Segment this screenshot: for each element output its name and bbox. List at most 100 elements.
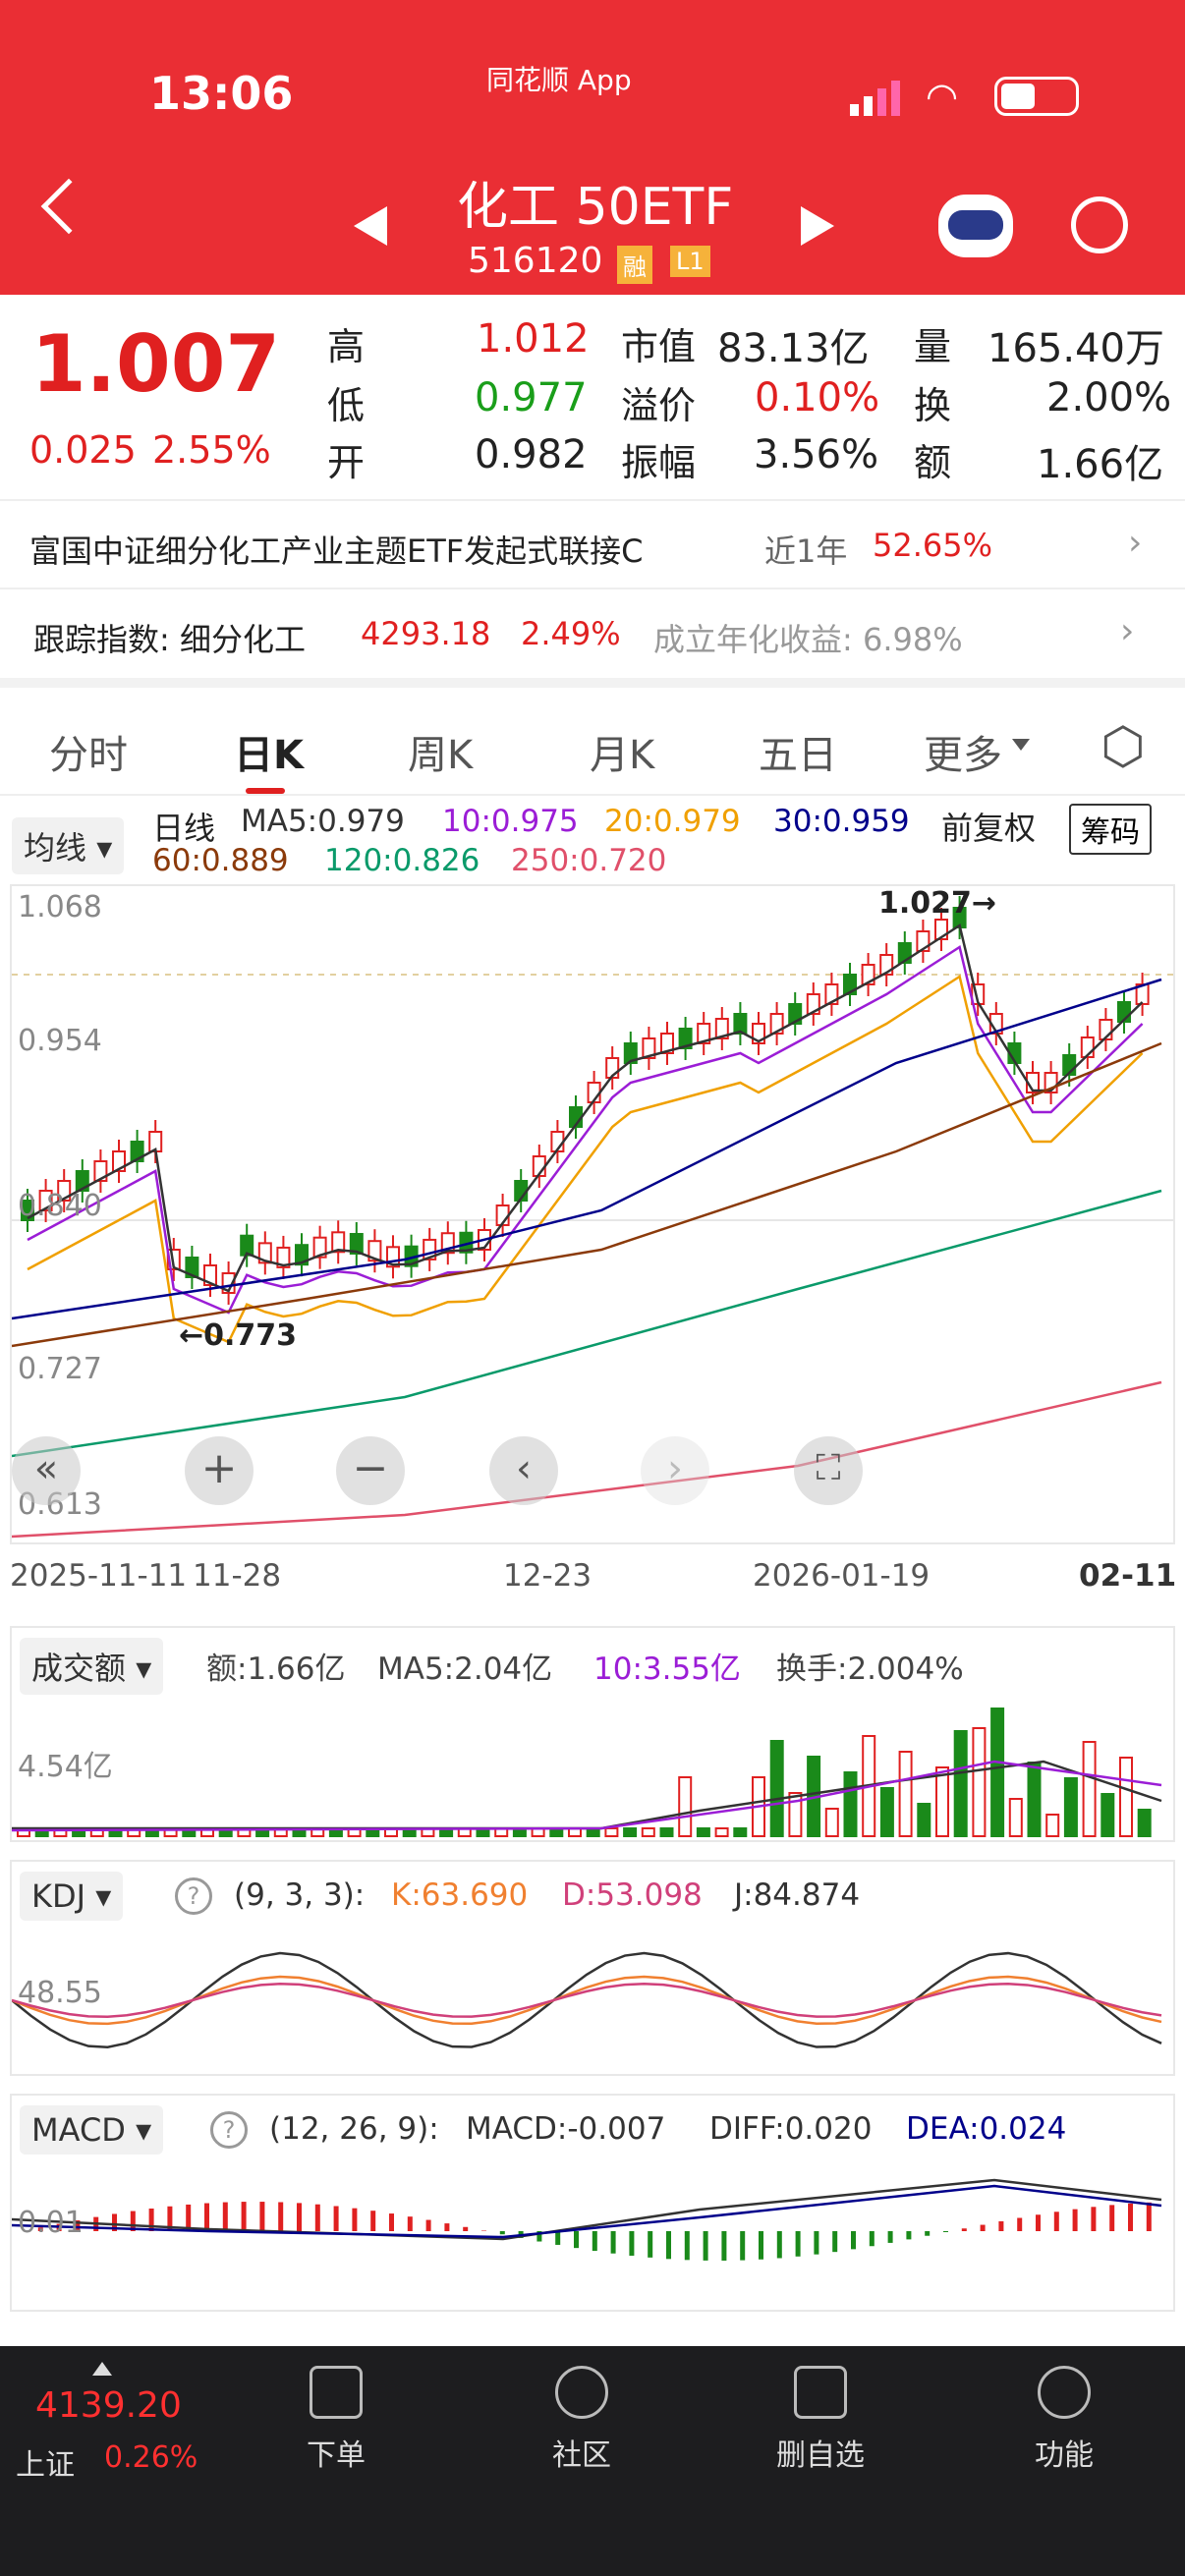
macd-diff: DIFF:0.020 bbox=[709, 2111, 873, 2147]
chip-button[interactable]: 筹码 bbox=[1069, 804, 1152, 855]
kdj-k-line bbox=[12, 1975, 1162, 2026]
volume-chart bbox=[12, 1708, 1162, 1837]
volume-bar bbox=[623, 1827, 638, 1837]
header-bar: 13:06 同花顺 App ◠ 化工 50ETF 516120 融 L1 bbox=[0, 0, 1185, 295]
fullscreen-icon[interactable]: ⛶ bbox=[794, 1436, 863, 1505]
nav-functions-label: 功能 bbox=[1035, 2438, 1094, 2473]
minus-box-icon bbox=[794, 2366, 847, 2419]
x-tick-5: 02-11 bbox=[1079, 1558, 1177, 1594]
tab-monthly[interactable]: 月K bbox=[590, 733, 655, 778]
nav-order[interactable]: 下单 bbox=[257, 2366, 415, 2474]
kline-chart-panel[interactable]: 1.068 0.954 0.840 0.727 0.613 1.027→ ←0.… bbox=[10, 884, 1175, 1544]
x-axis: 2025-11-11 11-28 12-23 2026-01-19 02-11 bbox=[0, 1544, 1185, 1603]
macd-bar bbox=[75, 2220, 81, 2231]
ma60-value: 60:0.889 bbox=[152, 843, 289, 878]
volume-panel[interactable]: 成交额 ▾ 额:1.66亿 MA5:2.04亿 10:3.55亿 换手:2.00… bbox=[10, 1626, 1175, 1842]
settings-hexagon-icon[interactable]: ⬡ bbox=[1100, 717, 1146, 776]
track-label: 跟踪指数: 细分化工 bbox=[33, 621, 306, 658]
nav-functions[interactable]: 功能 bbox=[986, 2366, 1143, 2474]
macd-bar bbox=[444, 2223, 450, 2231]
kdj-selector[interactable]: KDJ ▾ bbox=[20, 1872, 124, 1921]
kdj-j-line bbox=[12, 1951, 1162, 2049]
x-tick-1: 2025-11-11 bbox=[10, 1558, 188, 1594]
search-icon[interactable] bbox=[1071, 196, 1128, 253]
volume-ma5: MA5:2.04亿 bbox=[377, 1652, 553, 1687]
tab-daily[interactable]: 日K bbox=[234, 733, 304, 778]
ma10-value: 10:0.975 bbox=[442, 804, 579, 839]
tab-five-day[interactable]: 五日 bbox=[759, 733, 837, 778]
tab-more[interactable]: 更多 bbox=[924, 733, 1002, 778]
fund-period: 近1年 bbox=[764, 532, 848, 570]
macd-panel[interactable]: MACD ▾ ? (12, 26, 9): MACD:-0.007 DIFF:0… bbox=[10, 2094, 1175, 2312]
macd-bar bbox=[629, 2231, 635, 2256]
vol-value: 165.40万 bbox=[988, 326, 1164, 371]
macd-dea: DEA:0.024 bbox=[906, 2111, 1067, 2147]
macd-bar bbox=[333, 2206, 339, 2231]
tab-intraday[interactable]: 分时 bbox=[49, 733, 128, 778]
amount-value: 1.66亿 bbox=[1037, 442, 1164, 487]
volume-selector-label: 成交额 bbox=[31, 1650, 127, 1687]
candle bbox=[185, 1257, 199, 1278]
ma120-line bbox=[12, 1189, 1162, 1458]
volume-bar bbox=[1008, 1798, 1023, 1837]
price-change: 0.025 bbox=[29, 428, 137, 472]
macd-bar bbox=[684, 2231, 690, 2261]
volume-bar bbox=[1045, 1814, 1060, 1837]
ma5-value: MA5:0.979 bbox=[241, 804, 405, 839]
macd-bar bbox=[241, 2202, 247, 2231]
volume-bar bbox=[641, 1827, 655, 1837]
macd-bar bbox=[186, 2204, 192, 2231]
candle bbox=[714, 1018, 729, 1039]
volume-bar bbox=[843, 1771, 858, 1837]
ma60-line bbox=[12, 1041, 1162, 1348]
candle bbox=[221, 1272, 236, 1294]
nav-community[interactable]: 社区 bbox=[503, 2366, 660, 2474]
index-value[interactable]: 4139.20 bbox=[35, 2385, 182, 2426]
kdj-chart bbox=[12, 1951, 1162, 2049]
next-stock-icon[interactable] bbox=[801, 206, 834, 246]
back-icon[interactable] bbox=[40, 178, 97, 235]
scroll-right-icon[interactable]: › bbox=[641, 1436, 709, 1505]
adjust-mode[interactable]: 前复权 bbox=[941, 810, 1037, 847]
ma20-line bbox=[27, 974, 1144, 1344]
prev-stock-icon[interactable] bbox=[354, 206, 387, 246]
mktcap-value: 83.13亿 bbox=[717, 326, 870, 371]
volume-ma10: 10:3.55亿 bbox=[593, 1652, 741, 1687]
macd-bar bbox=[961, 2228, 967, 2231]
price-panel: 1.007 0.025 2.55% 高 1.012 市值 83.13亿 量 16… bbox=[0, 295, 1185, 501]
page-title: 化工 50ETF bbox=[457, 178, 734, 237]
kdj-j: J:84.874 bbox=[734, 1877, 861, 1913]
nav-remove-watch[interactable]: 删自选 bbox=[742, 2366, 899, 2474]
macd-bar bbox=[851, 2231, 856, 2250]
document-icon bbox=[310, 2366, 363, 2419]
volume-bar bbox=[1137, 1809, 1152, 1837]
scroll-left-icon[interactable]: ‹ bbox=[489, 1436, 558, 1505]
tracking-index-row[interactable]: 跟踪指数: 细分化工 4293.18 2.49% 成立年化收益: 6.98% › bbox=[0, 589, 1185, 678]
macd-bar bbox=[925, 2231, 931, 2236]
ma30-line bbox=[12, 978, 1162, 1320]
zoom-in-icon[interactable]: + bbox=[185, 1436, 254, 1505]
robot-assistant-icon[interactable] bbox=[938, 195, 1013, 257]
macd-bar bbox=[148, 2208, 154, 2231]
linked-fund-row[interactable]: 富国中证细分化工产业主题ETF发起式联接C 近1年 52.65% › bbox=[0, 503, 1185, 589]
bottom-nav: 4139.20 上证 0.26% 下单 社区 删自选 功能 bbox=[0, 2346, 1185, 2576]
zoom-out-icon[interactable]: − bbox=[336, 1436, 405, 1505]
y-tick-3: 0.840 bbox=[18, 1189, 102, 1223]
high-label: 高 bbox=[327, 325, 366, 368]
volume-bar bbox=[659, 1827, 674, 1837]
macd-bar bbox=[204, 2203, 209, 2231]
tab-weekly[interactable]: 周K bbox=[408, 733, 474, 778]
chevron-right-icon: › bbox=[1128, 523, 1143, 563]
collapse-icon[interactable]: « bbox=[12, 1436, 81, 1505]
volume-bar bbox=[769, 1740, 784, 1837]
help-icon[interactable]: ? bbox=[175, 1877, 212, 1915]
kline-chart[interactable] bbox=[12, 886, 1173, 1542]
macd-bar bbox=[906, 2231, 912, 2240]
ma-selector[interactable]: 均线 ▾ bbox=[12, 817, 125, 874]
kdj-panel[interactable]: KDJ ▾ ? (9, 3, 3): K:63.690 D:53.098 J:8… bbox=[10, 1860, 1175, 2076]
macd-selector[interactable]: MACD ▾ bbox=[20, 2105, 164, 2155]
macd-bar bbox=[425, 2219, 431, 2231]
help-icon[interactable]: ? bbox=[210, 2111, 248, 2149]
status-time: 13:06 bbox=[149, 67, 294, 120]
volume-selector[interactable]: 成交额 ▾ bbox=[20, 1638, 164, 1695]
